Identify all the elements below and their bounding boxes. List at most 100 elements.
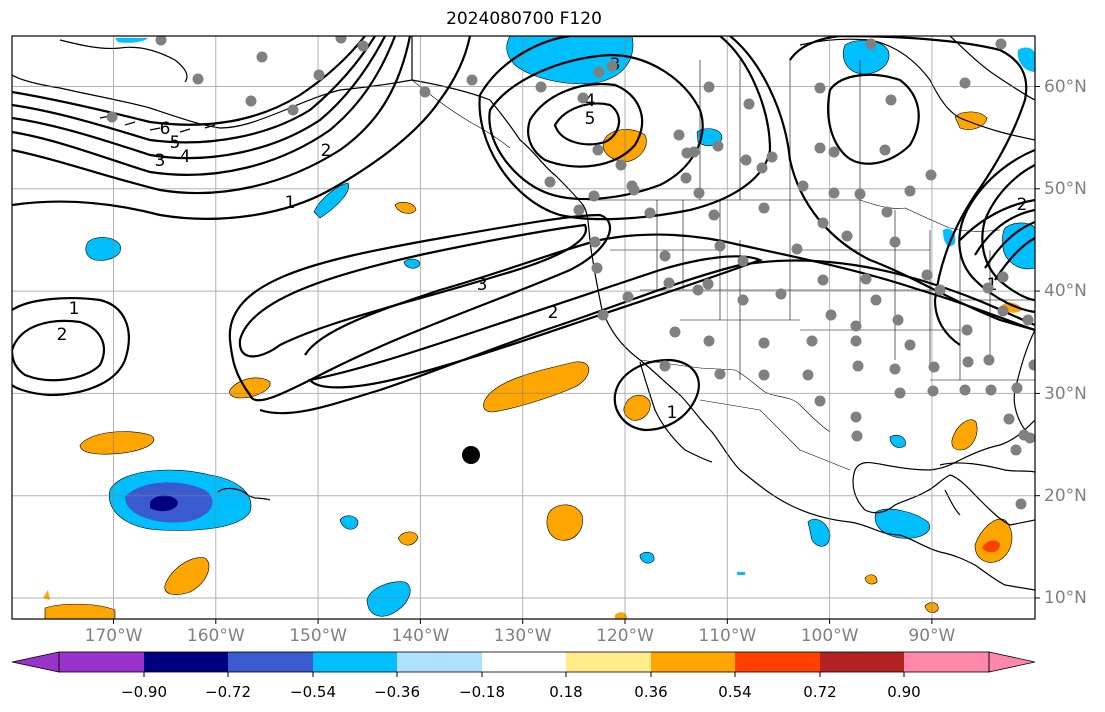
colorbar-tick-label: 0.72 bbox=[803, 683, 837, 701]
anomaly-blob-mex-2 bbox=[874, 508, 930, 539]
contour-label: 5 bbox=[170, 133, 181, 153]
map-title: 2024080700 F120 bbox=[446, 9, 602, 29]
contour-baja-1 bbox=[613, 358, 700, 432]
storm-center-marker bbox=[462, 446, 480, 464]
contour-loop-2 bbox=[228, 213, 611, 402]
anomaly-blob-pac-8 bbox=[737, 572, 745, 575]
colorbar-segment bbox=[313, 652, 397, 672]
colorbar-tick-label: −0.72 bbox=[205, 683, 251, 701]
colorbar-tick-label: 0.54 bbox=[718, 683, 752, 701]
political-borders bbox=[411, 36, 1035, 471]
lat-label: 20°N bbox=[1044, 486, 1087, 506]
colorbar-tick-label: −0.54 bbox=[290, 683, 336, 701]
anomaly-blob-pac-6 bbox=[115, 38, 148, 43]
contour-east-5 bbox=[958, 148, 1035, 314]
contour-north-pacific-2 bbox=[12, 36, 412, 195]
anomaly-blob-warm-pac-7 bbox=[397, 531, 419, 546]
colorbar-tick-label: 0.36 bbox=[634, 683, 668, 701]
colorbar-tick-label: −0.36 bbox=[374, 683, 420, 701]
lat-label: 60°N bbox=[1044, 77, 1087, 97]
lon-label: 110°W bbox=[698, 626, 757, 646]
colorbar-segment bbox=[566, 652, 651, 672]
colorbar-segment bbox=[59, 652, 144, 672]
map-frame bbox=[11, 35, 1036, 620]
lon-label: 140°W bbox=[391, 626, 450, 646]
colorbar-segment bbox=[397, 652, 482, 672]
anomaly-blob-warm-pac-4 bbox=[164, 557, 210, 595]
colorbar-segment bbox=[735, 652, 820, 672]
coastline-na-west bbox=[411, 36, 1035, 591]
coastline-yucatan bbox=[944, 489, 961, 516]
coastline-hawaii bbox=[217, 487, 271, 501]
contour-bc-5 bbox=[553, 102, 621, 146]
contour-east-6 bbox=[981, 164, 1035, 302]
contour-loop-3 bbox=[238, 223, 588, 358]
contour-north-pacific-3 bbox=[12, 36, 397, 176]
border-canada-provinces bbox=[699, 60, 861, 200]
contour-label: 3 bbox=[155, 151, 166, 171]
coastline-alaska-west bbox=[59, 39, 188, 83]
contour-north-pacific-6 bbox=[12, 36, 366, 126]
contour-label: 1 bbox=[69, 299, 80, 319]
colorbar-segment bbox=[144, 652, 228, 672]
anomaly-blob-pac-1 bbox=[85, 237, 121, 261]
colorbar-tick-label: −0.90 bbox=[121, 683, 167, 701]
colorbar-tick-label: 0.18 bbox=[549, 683, 583, 701]
contour-east-3 bbox=[984, 220, 1035, 269]
contour-hudson-inner bbox=[827, 73, 920, 165]
colorbar-segment bbox=[904, 652, 989, 672]
contour-label: 4 bbox=[180, 147, 191, 167]
anomaly-blob-warm-pac-5 bbox=[546, 504, 583, 541]
anomaly-blob-ne-corner bbox=[1017, 47, 1035, 72]
lon-label: 170°W bbox=[84, 626, 143, 646]
colorbar-frame bbox=[58, 651, 990, 673]
contour-band-3 bbox=[307, 255, 764, 389]
anomaly-blob-pac-5 bbox=[366, 581, 411, 617]
contour-band-1 bbox=[259, 259, 1035, 415]
colorbar-segment bbox=[820, 652, 904, 672]
lat-label: 50°N bbox=[1044, 179, 1087, 199]
lon-label: 150°W bbox=[289, 626, 347, 646]
colorbar-tick-label: −0.18 bbox=[459, 683, 505, 701]
contour-label: 1 bbox=[667, 403, 678, 423]
contour-north-pacific-1 bbox=[12, 36, 472, 220]
anomaly-blob-warm-pac-6 bbox=[394, 201, 417, 214]
colorbar-segment bbox=[651, 652, 735, 672]
coastline-gulf bbox=[852, 419, 1035, 526]
anomaly-blob-warm-centam-core bbox=[982, 540, 1000, 553]
anomaly-blob-pac-2 bbox=[313, 182, 350, 219]
contour-label: 5 bbox=[585, 109, 596, 129]
contour-label: 4 bbox=[585, 91, 596, 111]
contour-label: 2 bbox=[57, 325, 68, 345]
contour-label: 6 bbox=[160, 119, 171, 139]
colorbar-segment bbox=[482, 652, 566, 672]
contour-label: 3 bbox=[477, 275, 488, 295]
lat-label: 40°N bbox=[1044, 281, 1087, 301]
lon-label: 130°W bbox=[493, 626, 552, 646]
lat-label: 10°N bbox=[1044, 588, 1087, 608]
anomaly-blob-pac-4 bbox=[339, 515, 359, 530]
contour-label: 2 bbox=[1017, 195, 1028, 215]
contour-bc-4 bbox=[527, 83, 644, 168]
border-mexico-states bbox=[699, 399, 851, 471]
contour-label: 2 bbox=[321, 141, 332, 161]
graticule bbox=[12, 36, 1035, 619]
coastline-cuba bbox=[939, 462, 1035, 473]
lon-label: 100°W bbox=[800, 626, 859, 646]
anomaly-blob-warm-pac-2 bbox=[79, 431, 155, 455]
contour-label: 2 bbox=[548, 303, 559, 323]
colorbar-extend-high bbox=[988, 651, 1036, 673]
colorbar-tick-label: 0.90 bbox=[887, 683, 921, 701]
station-markers bbox=[106, 36, 1035, 510]
border-us-canada bbox=[588, 199, 1001, 232]
colorbar bbox=[11, 651, 1036, 677]
anomaly-blob-warm-pac-8 bbox=[44, 603, 116, 619]
anomaly-blob-warm-small-1 bbox=[864, 574, 878, 585]
contour-north-pacific-4 bbox=[12, 36, 386, 160]
coastline-hudson-bay bbox=[799, 38, 1035, 141]
coastline-aleutians bbox=[99, 115, 241, 133]
lon-label: 90°W bbox=[908, 626, 956, 646]
border-us-mexico bbox=[639, 359, 831, 433]
contour-west-loop-2 bbox=[12, 319, 106, 382]
